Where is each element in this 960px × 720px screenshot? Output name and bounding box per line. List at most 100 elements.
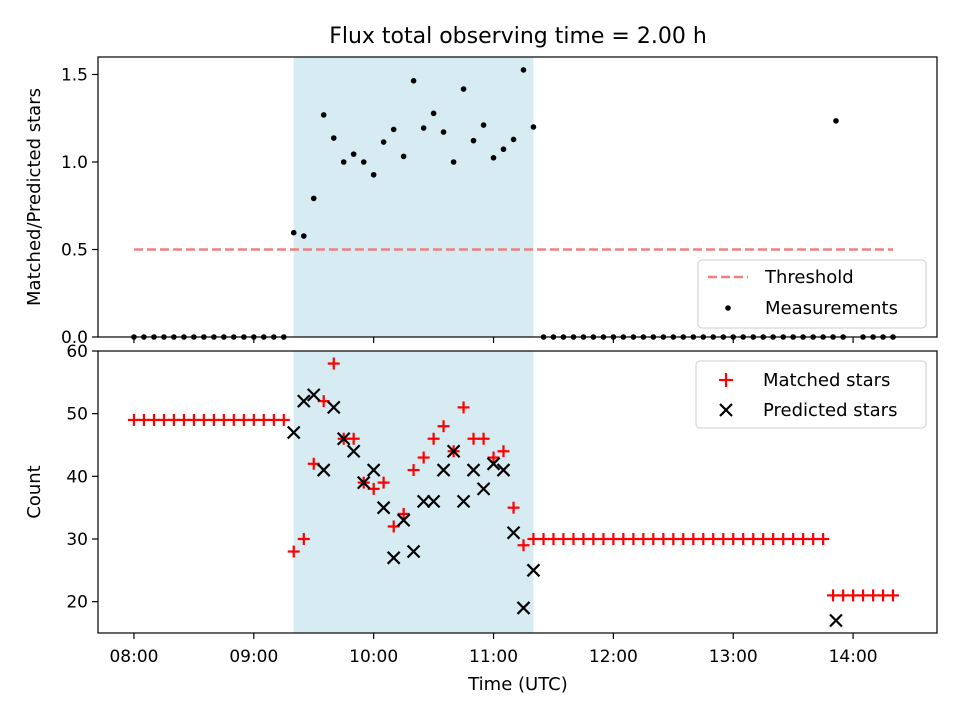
- measurements-legend-label: Measurements: [765, 298, 898, 319]
- predicted-star-point: [476, 482, 491, 496]
- measurement-point: [833, 118, 839, 124]
- measurement-point: [380, 139, 387, 145]
- predicted-star-point: [356, 475, 371, 490]
- measurement-point: [370, 171, 377, 178]
- matched-star-point: [377, 476, 390, 489]
- matched-star-point: [677, 533, 690, 545]
- measurement-point: [490, 155, 497, 161]
- predicted-star-stroke-b: [406, 544, 421, 559]
- predicted-star-point: [446, 444, 461, 459]
- predicted-star-point: [829, 613, 843, 628]
- measurement-point: [510, 136, 517, 143]
- measurement-point: [530, 124, 537, 130]
- measurement-point: [320, 112, 327, 118]
- predicted-star-point: [496, 463, 511, 477]
- x-axis-label: Time (UTC): [467, 674, 568, 695]
- measurement-point: [340, 159, 347, 165]
- ratio-y-axis: 0.0 0.5 1.0 1.5: [61, 66, 98, 348]
- count-panel: 20 30 40 50 60 08:00 09:00 10:00 11:00 12:00 13:0…: [24, 342, 938, 695]
- count-y-tick-label: 30: [66, 530, 88, 550]
- matched-star-point: [227, 413, 240, 426]
- matched-star-point: [257, 413, 270, 426]
- matched-legend-label: Matched stars: [763, 370, 890, 391]
- measurement-point: [400, 153, 407, 160]
- predicted-star-stroke-b: [356, 475, 371, 490]
- matched-star-point: [437, 420, 450, 433]
- matched-star-point: [827, 589, 840, 602]
- predicted-star-point: [286, 425, 301, 440]
- predicted-star-stroke-b: [316, 463, 331, 477]
- measurement-point: [330, 135, 337, 141]
- x-tick-label: 12:00: [589, 647, 638, 667]
- predicted-star-point: [526, 563, 541, 578]
- count-panel-frame: [97, 350, 938, 634]
- predicted-star-stroke-b: [486, 457, 501, 471]
- ratio-x-ticks: [133, 337, 854, 343]
- predicted-star-stroke-b: [346, 444, 361, 459]
- ratio-panel: 0.0 0.5 1.0 1.5 Matched/Predicted stars Thr…: [24, 56, 938, 348]
- matched-star-point: [817, 533, 830, 545]
- measurement-point: [350, 151, 357, 157]
- ratio-panel-frame: [97, 56, 938, 338]
- predicted-star-point: [486, 457, 501, 471]
- predicted-star-stroke-b: [436, 463, 451, 477]
- predicted-star-point: [426, 494, 441, 509]
- measurement-point: [290, 229, 297, 236]
- x-tick-label: 09:00: [229, 647, 278, 667]
- predicted-star-stroke-b: [376, 500, 391, 515]
- ratio-legend-box: [697, 259, 927, 329]
- predicted-star-stroke-b: [466, 463, 481, 477]
- ratio-y-tick-label: 0.0: [61, 328, 88, 348]
- matched-star-point: [517, 539, 530, 552]
- measurement-point: [480, 122, 487, 128]
- matched-star-point: [507, 501, 520, 514]
- matched-star-point: [277, 413, 290, 426]
- predicted-star-point: [386, 551, 401, 565]
- count-y-tick-label: 40: [66, 467, 88, 487]
- predicted-legend-swatch: [719, 403, 733, 417]
- matched-star-point: [467, 432, 480, 445]
- predicted-star-stroke-b: [396, 513, 411, 527]
- measurement-point: [470, 137, 477, 144]
- matched-legend-swatch: [719, 373, 733, 387]
- ratio-y-tick-label: 1.0: [61, 153, 88, 173]
- x-tick-label: 11:00: [469, 647, 518, 667]
- count-legend-box: [695, 360, 927, 429]
- measurement-point: [310, 195, 317, 202]
- matched-star-point: [527, 533, 540, 545]
- predicted-star-stroke-b: [476, 482, 491, 496]
- predicted-star-point: [466, 463, 481, 477]
- measurement-point: [450, 159, 457, 165]
- matched-star-point: [487, 451, 500, 464]
- measurement-point: [410, 78, 417, 84]
- predicted-stars-layer: [286, 388, 843, 628]
- x-tick-label: 13:00: [709, 647, 758, 667]
- matched-star-point: [407, 464, 420, 477]
- matched-star-point: [557, 533, 570, 545]
- threshold-legend-label: Threshold: [764, 267, 854, 288]
- predicted-star-stroke-b: [526, 563, 541, 578]
- measurement-point: [430, 110, 437, 117]
- matched-star-point: [767, 533, 780, 545]
- count-x-axis: 08:00 09:00 10:00 11:00 12:00 13:00 14:00: [109, 633, 878, 667]
- count-y-axis: 20 30 40 50 60: [66, 342, 98, 613]
- matched-star-point: [287, 545, 300, 558]
- ratio-y-tick-label: 0.5: [61, 241, 88, 261]
- predicted-star-point: [336, 431, 351, 446]
- observing-interval-shade-bottom: [293, 351, 534, 633]
- matched-star-point: [397, 507, 410, 520]
- measurement-point: [420, 125, 427, 131]
- measurement-point: [360, 159, 367, 165]
- matched-star-point: [137, 413, 150, 426]
- matched-star-point: [587, 533, 600, 545]
- count-y-axis-label: Count: [24, 465, 45, 518]
- predicted-star-stroke-b: [336, 431, 351, 446]
- matched-star-point: [167, 413, 180, 426]
- measurement-point: [440, 129, 447, 135]
- predicted-star-stroke-b: [366, 463, 381, 477]
- predicted-star-stroke-b: [456, 494, 471, 509]
- predicted-star-stroke-b: [326, 400, 341, 415]
- predicted-star-point: [326, 400, 341, 415]
- matched-star-point: [307, 457, 320, 470]
- predicted-star-point: [506, 525, 521, 540]
